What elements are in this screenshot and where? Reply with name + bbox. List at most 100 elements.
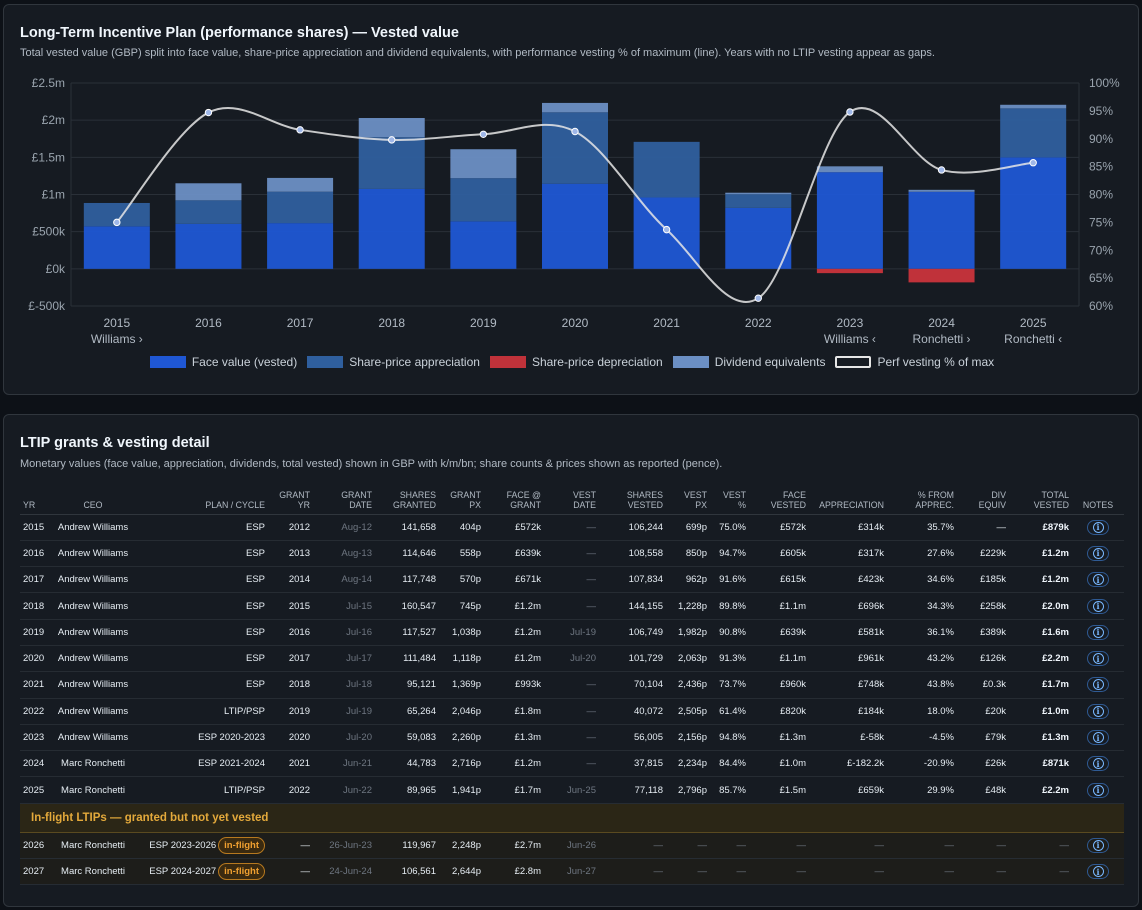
- info-icon[interactable]: i: [1087, 837, 1109, 853]
- inflight-badge: in-flight: [218, 863, 265, 881]
- table-title: LTIP grants & vesting detail: [20, 435, 210, 451]
- legend-item[interactable]: Perf vesting % of max: [835, 355, 994, 369]
- table-cell: 2,716p: [439, 750, 484, 778]
- table-cell: —: [1009, 832, 1072, 860]
- info-icon[interactable]: i: [1087, 730, 1109, 746]
- y-tick-label: £2.5m: [32, 76, 65, 90]
- column-header: FACE @ GRANT: [484, 487, 544, 515]
- table-cell: 37,815: [599, 750, 666, 778]
- table-cell: £639k: [484, 540, 544, 568]
- table-cell: 34.6%: [887, 566, 957, 594]
- notes-cell: i: [1072, 776, 1124, 804]
- table-cell: 141,658: [375, 514, 439, 541]
- table-cell: —: [749, 832, 809, 860]
- y-tick-label: £1m: [42, 188, 65, 202]
- dividend-bar: [175, 183, 242, 201]
- table-cell: 2018: [20, 592, 50, 620]
- table-cell: —: [544, 592, 599, 620]
- table-cell: —: [809, 858, 887, 886]
- table-cell: £-182.2k: [809, 750, 887, 778]
- table-cell: 24-Jun-24: [313, 858, 375, 886]
- table-cell: Marc Ronchetti: [50, 776, 136, 804]
- chart-card: Long-Term Incentive Plan (performance sh…: [3, 4, 1139, 395]
- table-cell: Andrew Williams: [50, 514, 136, 541]
- face-value-bar: [450, 221, 517, 269]
- column-header: YR: [20, 487, 50, 515]
- table-cell: £20k: [957, 698, 1009, 725]
- table-cell: Andrew Williams: [50, 592, 136, 620]
- grants-table-wrapper: YR CEO PLAN / CYCLE GRANT YR GRANT DATE SHARES G…: [20, 487, 1124, 886]
- table-cell: 59,083: [375, 724, 439, 752]
- legend-item[interactable]: Dividend equivalents: [672, 355, 825, 369]
- column-header: SHARES VESTED: [599, 487, 666, 515]
- table-cell: £2.2m: [1009, 645, 1072, 673]
- notes-cell: i: [1072, 750, 1124, 778]
- vesting-point: [571, 127, 579, 136]
- table-cell: —: [710, 858, 749, 886]
- info-icon[interactable]: i: [1087, 624, 1109, 640]
- table-cell: £1.3m: [484, 724, 544, 752]
- x-tick-label: 2025: [1020, 316, 1047, 330]
- table-cell: ESP 2023-2026 in-flight: [136, 832, 268, 860]
- table-cell: 77,118: [599, 776, 666, 804]
- info-icon[interactable]: i: [1087, 598, 1109, 614]
- table-row: 2021 Andrew Williams ESP 2018 Jul-18 95,121 1,…: [20, 671, 1124, 699]
- table-cell: —: [1009, 858, 1072, 886]
- info-glyph: i: [1092, 784, 1104, 796]
- table-cell: Andrew Williams: [50, 566, 136, 594]
- legend-item[interactable]: Share-price depreciation: [489, 355, 663, 369]
- face-value-bar: [267, 223, 334, 269]
- info-icon[interactable]: i: [1087, 545, 1109, 561]
- table-cell: 106,561: [375, 858, 439, 886]
- info-icon[interactable]: i: [1087, 519, 1109, 535]
- table-cell: Jul-19: [544, 619, 599, 646]
- x-tick-label: 2016: [195, 316, 222, 330]
- inflight-row: 2027 Marc Ronchetti ESP 2024-2027 in-flight…: [20, 858, 1124, 886]
- table-cell: 108,558: [599, 540, 666, 568]
- table-cell: 85.7%: [710, 776, 749, 804]
- table-cell: ESP 2020-2023: [136, 724, 268, 752]
- legend-item[interactable]: Share-price appreciation: [307, 355, 480, 369]
- appreciation-bar: [83, 202, 150, 227]
- table-card: LTIP grants & vesting detail Monetary va…: [3, 414, 1139, 907]
- info-icon[interactable]: i: [1087, 677, 1109, 693]
- legend-swatch: [307, 356, 344, 368]
- info-icon[interactable]: i: [1087, 703, 1109, 719]
- table-cell: Aug-13: [313, 540, 375, 568]
- dividend-bar: [450, 149, 517, 179]
- table-cell: 106,749: [599, 619, 666, 646]
- table-cell: £659k: [809, 776, 887, 804]
- appreciation-bar: [1000, 108, 1067, 158]
- face-value-bar: [175, 223, 242, 269]
- vesting-point: [937, 166, 946, 174]
- table-cell: -4.5%: [887, 724, 957, 752]
- table-cell: ESP: [136, 645, 268, 673]
- table-cell: ESP: [136, 566, 268, 594]
- table-cell: —: [599, 858, 666, 886]
- table-cell: 2020: [20, 645, 50, 673]
- info-icon[interactable]: i: [1087, 572, 1109, 588]
- legend-label: Perf vesting % of max: [877, 355, 995, 369]
- table-cell: £2.7m: [484, 832, 544, 860]
- vesting-point: [754, 294, 762, 302]
- y2-tick-label: 100%: [1089, 76, 1120, 90]
- table-cell: 2020: [268, 724, 313, 752]
- legend-item[interactable]: Face value (vested): [149, 355, 297, 369]
- info-icon[interactable]: i: [1087, 756, 1109, 772]
- table-cell: 2,234p: [666, 750, 710, 778]
- table-cell: 2022: [268, 776, 313, 804]
- chart-subtitle: Total vested value (GBP) split into face…: [20, 47, 935, 59]
- info-icon[interactable]: i: [1087, 782, 1109, 798]
- table-cell: £1.2m: [484, 750, 544, 778]
- table-cell: 2021: [268, 750, 313, 778]
- table-cell: 75.0%: [710, 514, 749, 541]
- notes-cell: i: [1072, 540, 1124, 568]
- info-icon[interactable]: i: [1087, 651, 1109, 667]
- info-icon[interactable]: i: [1087, 864, 1109, 880]
- table-cell: £48k: [957, 776, 1009, 804]
- table-cell: £389k: [957, 619, 1009, 646]
- table-cell: £961k: [809, 645, 887, 673]
- table-cell: 2,063p: [666, 645, 710, 673]
- table-cell: 35.7%: [887, 514, 957, 541]
- y-tick-label: £500k: [32, 225, 66, 239]
